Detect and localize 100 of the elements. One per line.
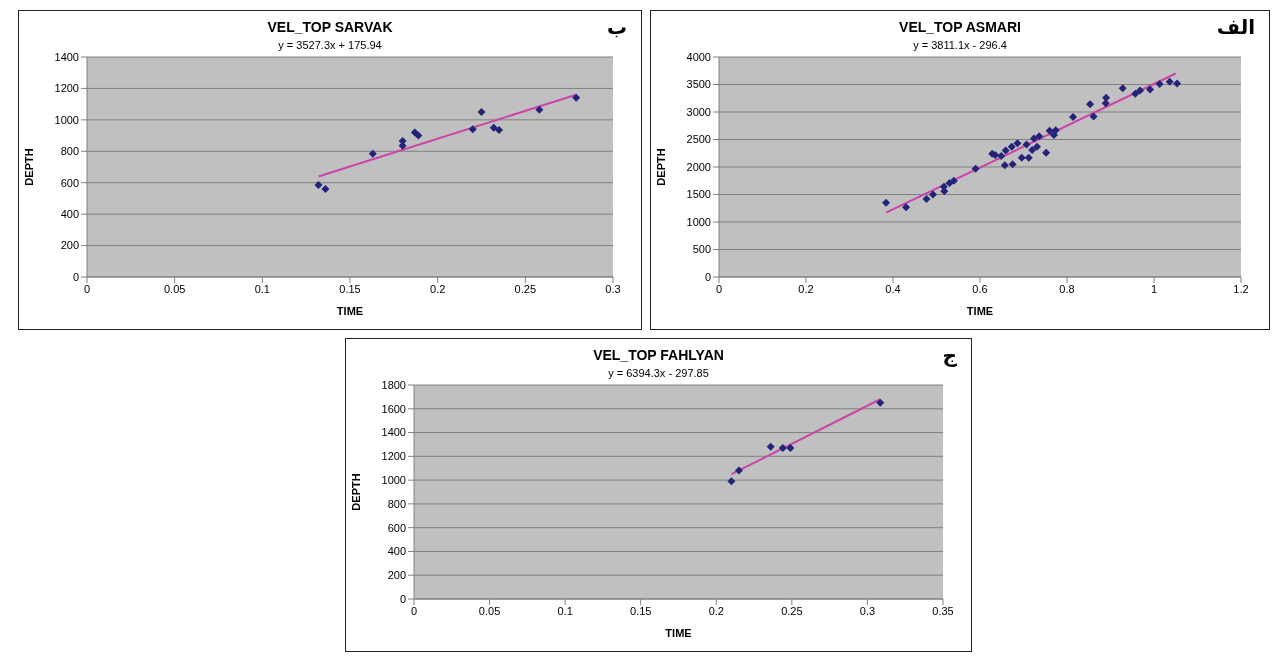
- point: [1069, 112, 1078, 121]
- point: [766, 442, 775, 451]
- x-tick-label: 0.8: [1059, 282, 1075, 295]
- chart-subtitle: y = 3527.3x + 175.94: [277, 39, 383, 51]
- y-tick-label: 1800: [381, 378, 406, 391]
- point: [1146, 85, 1155, 94]
- y-tick-label: 3000: [686, 105, 711, 118]
- point: [1118, 84, 1127, 93]
- point: [945, 178, 954, 187]
- point: [1101, 99, 1110, 108]
- x-tick-label: 0.05: [478, 604, 501, 617]
- y-tick-label: 200: [60, 239, 79, 252]
- y-tick-label: 800: [387, 497, 406, 510]
- point: [922, 194, 931, 203]
- y-tick-label: 4000: [686, 50, 711, 63]
- y-tick-label: 1000: [381, 474, 406, 487]
- y-axis-title: DEPTH: [349, 473, 362, 511]
- point: [314, 181, 323, 190]
- point: [949, 176, 958, 185]
- chart-subtitle: y = 3811.1x - 296.4: [912, 39, 1008, 51]
- y-tick-label: 1200: [381, 450, 406, 463]
- point: [876, 398, 885, 407]
- x-tick-label: 0.35: [932, 604, 954, 617]
- point: [1155, 79, 1164, 88]
- x-tick-label: 0.6: [972, 282, 988, 295]
- text: ب: [606, 15, 627, 39]
- point: [1028, 145, 1037, 154]
- point: [786, 444, 795, 453]
- x-tick-label: 0: [715, 282, 723, 295]
- point: [572, 93, 581, 102]
- point: [1042, 148, 1051, 157]
- y-tick-label: 1400: [381, 426, 406, 439]
- y-tick-label: 500: [692, 243, 711, 256]
- chart-title: VEL_TOP ASMARI: [899, 19, 1021, 35]
- point: [1089, 112, 1098, 121]
- point: [489, 123, 498, 132]
- y-tick-label: 0: [399, 592, 406, 605]
- y-tick-label: 400: [60, 208, 79, 221]
- y-tick-label: 400: [387, 545, 406, 558]
- y-tick-label: 1600: [381, 402, 406, 415]
- x-axis-title: TIME: [336, 305, 364, 317]
- x-tick-label: 1: [1150, 282, 1158, 295]
- point: [477, 108, 486, 116]
- x-tick-label: 1.2: [1233, 282, 1249, 295]
- point: [1017, 153, 1026, 162]
- point: [882, 198, 891, 207]
- point: [902, 203, 911, 212]
- point: [1045, 126, 1054, 135]
- x-tick-label: 0.25: [781, 604, 803, 617]
- x-axis-title: TIME: [966, 305, 994, 317]
- text: الف: [1216, 15, 1255, 39]
- point: [368, 149, 377, 158]
- chart-title: VEL_TOP SARVAK: [267, 19, 393, 35]
- point: [1013, 139, 1022, 148]
- point: [1007, 142, 1016, 151]
- point: [321, 185, 330, 193]
- point: [971, 164, 980, 173]
- y-tick-label: 800: [60, 145, 79, 158]
- point: [929, 190, 938, 199]
- point: [1165, 77, 1174, 86]
- point: [535, 105, 544, 114]
- y-tick-label: 2500: [686, 133, 711, 146]
- x-tick-label: 0.25: [514, 282, 537, 295]
- y-tick-label: 0: [704, 270, 711, 283]
- y-tick-label: 2000: [686, 160, 711, 173]
- y-tick-label: 600: [60, 176, 79, 189]
- x-tick-label: 0.2: [430, 282, 446, 295]
- point: [1001, 146, 1010, 155]
- point: [1136, 86, 1145, 95]
- chart-title: VEL_TOP FAHLYAN: [593, 347, 724, 363]
- point: [1102, 93, 1111, 102]
- x-tick-label: 0.3: [859, 604, 876, 617]
- y-tick-label: 1400: [54, 50, 79, 63]
- y-tick-label: 1200: [54, 82, 79, 95]
- x-tick-label: 0.05: [163, 282, 186, 295]
- x-tick-label: 0.3: [605, 282, 621, 295]
- point: [1086, 100, 1095, 109]
- x-tick-label: 0: [410, 604, 418, 617]
- point: [1131, 89, 1140, 98]
- y-tick-label: 3500: [686, 78, 711, 91]
- point: [1029, 134, 1038, 143]
- point: [1049, 131, 1058, 140]
- x-tick-label: 0.4: [885, 282, 901, 295]
- y-tick-label: 1000: [686, 215, 711, 228]
- point: [495, 126, 504, 135]
- point: [940, 187, 949, 196]
- y-tick-label: 1500: [686, 188, 711, 201]
- point: [468, 125, 477, 134]
- y-tick-label: 200: [387, 569, 406, 582]
- point: [778, 444, 787, 453]
- x-tick-label: 0.2: [708, 604, 724, 617]
- point: [997, 152, 1006, 160]
- x-tick-label: 0.15: [630, 604, 652, 617]
- y-tick-label: 600: [387, 521, 406, 534]
- x-tick-label: 0.1: [254, 282, 270, 295]
- point: [1008, 160, 1017, 169]
- point: [727, 477, 736, 486]
- x-tick-label: 0.2: [798, 282, 814, 295]
- x-axis-title: TIME: [665, 627, 692, 639]
- y-tick-label: 0: [72, 270, 79, 283]
